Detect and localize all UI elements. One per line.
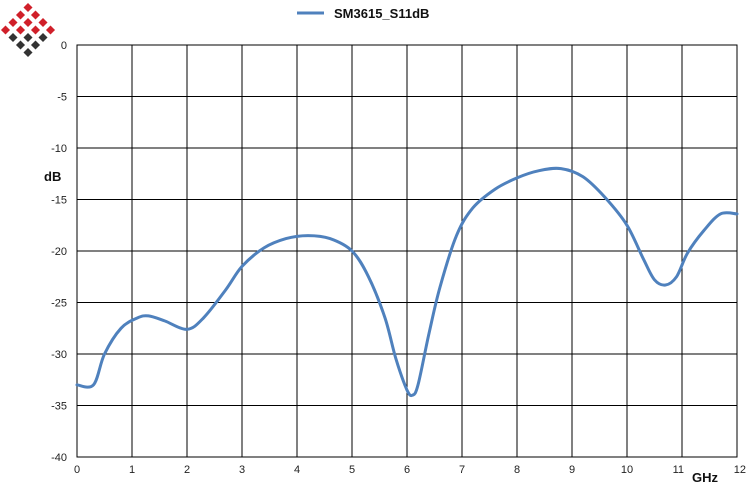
logo-cell (15, 10, 26, 20)
y-tick-label: -10 (51, 143, 67, 155)
x-tick-label: 2 (184, 464, 190, 476)
logo-cell (38, 32, 48, 43)
legend-label: SM3615_S11dB (334, 6, 429, 21)
logo-cell (30, 25, 41, 35)
x-tick-label: 1 (129, 464, 135, 476)
legend: SM3615_S11dB (297, 6, 429, 21)
logo-cell (0, 25, 11, 35)
x-tick-label: 7 (459, 464, 465, 476)
x-tick-label: 6 (404, 464, 410, 476)
x-tick-label: 0 (74, 464, 80, 476)
x-tick-label: 11 (673, 464, 684, 476)
series-group (75, 166, 739, 398)
logo-cell (15, 40, 26, 50)
y-tick-label: -40 (51, 452, 67, 464)
y-tick-label: -5 (57, 92, 67, 104)
x-tick-labels: 0 1 2 3 4 5 6 7 8 9 10 11 12 (74, 464, 746, 476)
logo-cell (23, 32, 33, 43)
x-tick-label: 12 (734, 464, 746, 476)
x-axis-label: GHz (692, 470, 719, 485)
y-tick-label: -15 (51, 195, 67, 207)
y-tick-label: -20 (51, 246, 67, 258)
logo-cell (30, 40, 41, 50)
logo-cell (38, 17, 48, 28)
x-tick-label: 5 (349, 464, 355, 476)
x-tick-label: 8 (514, 464, 520, 476)
logo-cell (30, 10, 41, 20)
logo-cell (23, 2, 33, 13)
logo-cell (45, 25, 56, 35)
x-tick-label: 3 (239, 464, 245, 476)
y-tick-labels: 0 -5 -10 -15 -20 -25 -30 -35 -40 (51, 40, 67, 464)
logo-cell (15, 25, 26, 35)
logo-cell (23, 47, 33, 58)
y-tick-label: -30 (51, 349, 67, 361)
y-tick-label: -25 (51, 298, 67, 310)
logo-cell (8, 17, 18, 28)
x-tick-label: 9 (569, 464, 575, 476)
series-line-sm3615-s11db (75, 166, 739, 398)
logo-cell (8, 32, 18, 43)
diamond-grid-logo (0, 2, 56, 58)
x-tick-label: 10 (621, 464, 633, 476)
y-tick-label: -35 (51, 401, 67, 413)
y-tick-label: 0 (61, 40, 67, 52)
y-axis-label: dB (44, 169, 61, 184)
logo-cell (23, 17, 33, 28)
x-tick-label: 4 (294, 464, 300, 476)
